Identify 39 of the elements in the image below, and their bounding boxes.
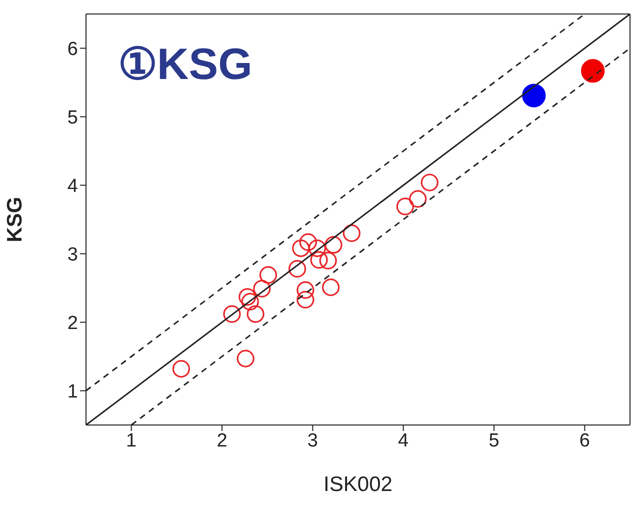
point [223, 305, 241, 323]
point [296, 290, 314, 308]
y-tick-label: 5 [67, 107, 78, 128]
y-tick-label: 3 [67, 244, 78, 266]
point [172, 360, 190, 378]
x-tick-label: 3 [307, 430, 318, 452]
y-tick-label: 6 [67, 38, 78, 60]
point [292, 239, 310, 258]
x-tick-label: 4 [398, 430, 410, 452]
y-tick-label: 1 [67, 381, 78, 402]
point [288, 260, 306, 278]
x-axis-title: ISK002 [324, 473, 392, 496]
point [296, 281, 314, 299]
y-tick-label: 4 [67, 176, 78, 197]
text: ①KSG [118, 39, 252, 90]
x-tick-label: 5 [488, 430, 500, 452]
point [299, 233, 317, 251]
point [236, 350, 254, 368]
y-axis-title: KSG [3, 196, 26, 242]
point [319, 252, 337, 270]
x-tick-label: 2 [216, 430, 228, 452]
point [310, 251, 328, 269]
point [241, 292, 259, 310]
point [246, 305, 264, 323]
point [581, 59, 605, 83]
point [308, 239, 326, 258]
point [409, 190, 427, 208]
point [522, 84, 546, 108]
point [253, 280, 271, 298]
point [259, 266, 278, 284]
point [396, 198, 414, 216]
point [238, 288, 256, 306]
point [342, 224, 360, 242]
y-tick-label: 2 [67, 312, 78, 334]
point [322, 278, 340, 296]
point [324, 236, 342, 254]
point [420, 174, 438, 192]
x-tick-label: 1 [126, 430, 137, 452]
x-tick-label: 6 [579, 430, 590, 452]
